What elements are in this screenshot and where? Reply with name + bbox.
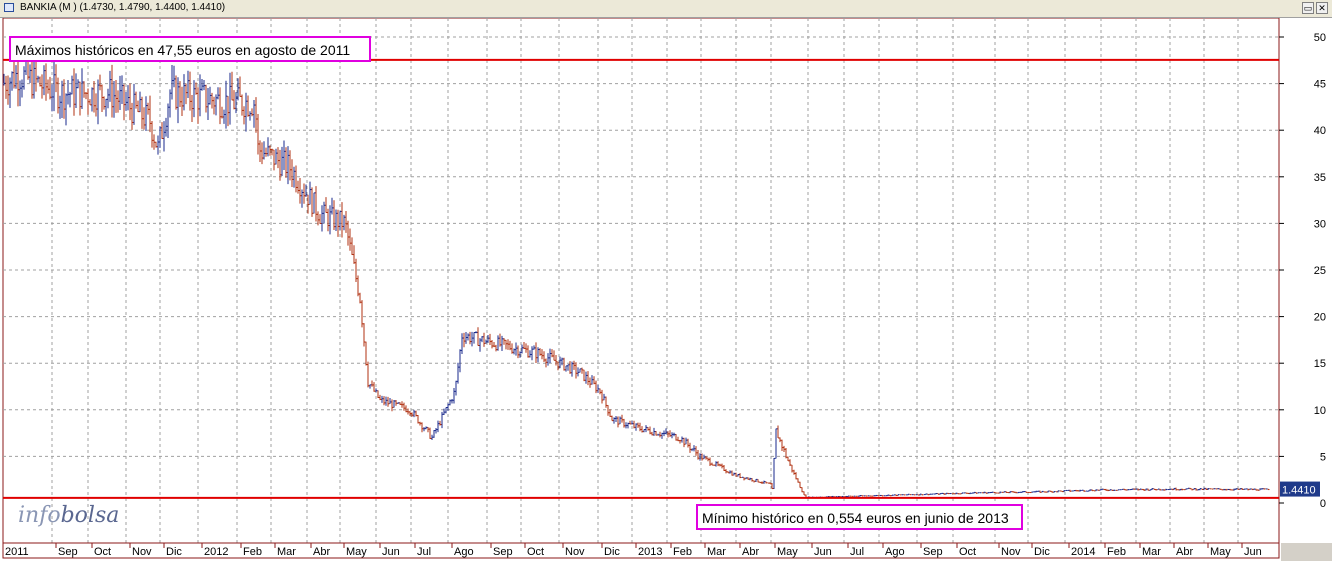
- restore-button[interactable]: ▭: [1302, 2, 1314, 14]
- window-title: BANKIA (M ) (1.4730, 1.4790, 1.4400, 1.4…: [20, 2, 226, 13]
- x-tick-label: Sep: [493, 546, 513, 558]
- x-tick-label: Ago: [885, 546, 905, 558]
- min-annotation-box: [696, 504, 1023, 530]
- x-tick-label: May: [346, 546, 367, 558]
- x-tick-label: Feb: [673, 546, 692, 558]
- logo-light: info: [18, 503, 61, 528]
- x-tick-label: Jun: [382, 546, 400, 558]
- x-tick-label: Abr: [313, 546, 330, 558]
- x-tick-label: Dic: [1034, 546, 1050, 558]
- x-tick-label: Feb: [243, 546, 262, 558]
- x-tick-label: Nov: [132, 546, 152, 558]
- x-tick-label: 2012: [204, 546, 228, 558]
- x-tick-label: Abr: [1176, 546, 1193, 558]
- y-tick-label: 45: [1314, 79, 1326, 91]
- x-tick-label: May: [777, 546, 798, 558]
- x-tick-label: Sep: [923, 546, 943, 558]
- x-tick-label: Jun: [1244, 546, 1262, 558]
- x-tick-label: Mar: [1142, 546, 1161, 558]
- x-tick-label: 2014: [1071, 546, 1095, 558]
- y-tick-label: 5: [1320, 451, 1326, 463]
- x-tick-label: Jul: [850, 546, 864, 558]
- x-tick-label: 2013: [638, 546, 662, 558]
- x-tick-label: Dic: [604, 546, 620, 558]
- max-annotation-text: Máximos históricos en 47,55 euros en ago…: [15, 42, 350, 58]
- last-price-tag: [1280, 481, 1320, 497]
- y-tick-label: 10: [1314, 405, 1326, 417]
- x-tick-label: Feb: [1107, 546, 1126, 558]
- x-tick-label: Mar: [707, 546, 726, 558]
- x-tick-label: Abr: [742, 546, 759, 558]
- x-tick-label: Dic: [166, 546, 182, 558]
- y-tick-label: 50: [1314, 32, 1326, 44]
- x-axis-strip: [2, 542, 1280, 559]
- corner-status: [1281, 543, 1332, 561]
- x-tick-label: Nov: [565, 546, 585, 558]
- y-tick-label: 15: [1314, 358, 1326, 370]
- x-tick-label: 2011: [5, 546, 29, 558]
- x-tick-label: Ago: [454, 546, 474, 558]
- x-tick-label: Jun: [814, 546, 832, 558]
- x-tick-label: Sep: [58, 546, 78, 558]
- last-price-label: 1.4410: [1282, 485, 1316, 497]
- reference-lines: Máximos históricos en 47,55 euros en ago…: [3, 36, 1279, 530]
- max-annotation-box: [9, 36, 371, 62]
- x-tick-label: Nov: [1001, 546, 1021, 558]
- axes: 0 5 10 15 20 25 30 35 40 45 50 2011 Sep Oct Nov Dic 2012…: [2, 32, 1326, 559]
- x-tick-label: May: [1210, 546, 1231, 558]
- y-tick-label: 0: [1320, 498, 1326, 510]
- close-button[interactable]: ✕: [1316, 2, 1328, 14]
- y-tick-label: 30: [1314, 218, 1326, 230]
- ohlc-bars: [3, 53, 1270, 499]
- x-tick-label: Oct: [959, 546, 976, 558]
- x-tick-label: Mar: [277, 546, 296, 558]
- logo-bold: bolsa: [61, 503, 120, 528]
- infobolsa-logo: infobolsa: [18, 503, 119, 528]
- x-tick-label: Jul: [417, 546, 431, 558]
- y-tick-label: 20: [1314, 312, 1326, 324]
- x-tick-label: Oct: [94, 546, 111, 558]
- title-bar[interactable]: BANKIA (M ) (1.4730, 1.4790, 1.4400, 1.4…: [0, 0, 1332, 18]
- chart-window-icon: [4, 3, 14, 12]
- min-annotation-text: Mínimo histórico en 0,554 euros en junio…: [702, 510, 1009, 526]
- y-tick-label: 25: [1314, 265, 1326, 277]
- x-tick-label: Oct: [527, 546, 544, 558]
- y-tick-label: 35: [1314, 172, 1326, 184]
- y-tick-label: 40: [1314, 125, 1326, 137]
